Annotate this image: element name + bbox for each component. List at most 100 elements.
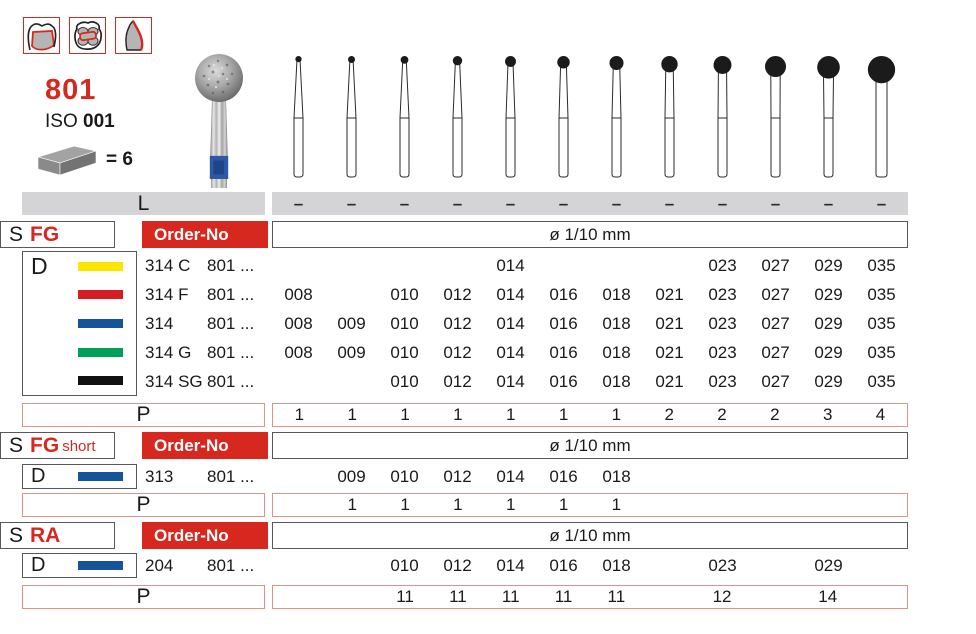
diameter-cell: 035 [867, 284, 896, 304]
bur-silhouette [609, 56, 624, 178]
pack-cell: 1 [611, 405, 622, 424]
pack-cell [748, 495, 801, 515]
diameter-cell: 014 [496, 255, 525, 275]
pack-cell: 2 [664, 405, 674, 424]
diameter-cell: 016 [549, 342, 578, 362]
pack-cell: 1 [505, 495, 516, 514]
bur-photo [191, 52, 247, 197]
diameter-cell [272, 372, 325, 392]
diameter-cell: 018 [602, 284, 631, 304]
diameter-cell: 016 [549, 555, 578, 575]
pack-cell: 1 [400, 405, 410, 424]
diameter-header-ra: ø 1/10 mm [272, 522, 908, 549]
pack-cell: 1 [347, 405, 357, 424]
diameter-cell: 029 [814, 255, 843, 275]
order-no-header-ra: Order-No [142, 522, 268, 549]
pack-cell [696, 495, 749, 515]
grit-swatch-medium [78, 561, 124, 570]
diameter-cell: 016 [549, 466, 578, 486]
pack-cell [643, 587, 696, 607]
diameter-cells: 014 023 027 029 035 [272, 256, 908, 276]
pack-cell: 11 [501, 587, 520, 606]
diameter-cell [749, 467, 802, 487]
bur-silhouette [293, 56, 304, 178]
figure-series: 801 ... [207, 371, 255, 391]
diameter-cell: 010 [390, 466, 419, 486]
pack-cell: 1 [347, 495, 357, 514]
diameter-cell [272, 556, 325, 576]
bur-silhouette [817, 56, 840, 178]
diameter-cell: 027 [761, 313, 790, 333]
pack-row-label-fg-short: P [22, 493, 265, 517]
shank-type-suffix: short [62, 438, 96, 455]
pack-quantity: = 6 [34, 142, 133, 178]
diameter-cell: 014 [496, 466, 525, 486]
pack-cell [326, 587, 379, 607]
diameter-cell: 018 [602, 313, 631, 333]
diameter-header-label: ø 1/10 mm [549, 435, 631, 455]
pack-row-letter: P [136, 585, 151, 608]
figure-number: 801 [45, 74, 97, 106]
diameter-cell: 010 [390, 371, 419, 391]
diameter-cell [696, 467, 749, 487]
indication-icons [23, 17, 152, 54]
order-code-row: 314 SG 801 ... [145, 367, 270, 396]
pack-cells: 1 1 1 1 1 1 [273, 495, 907, 515]
diameter-cell: 029 [814, 555, 843, 575]
pack-cell: 2 [770, 405, 780, 424]
order-code-row: 314 C 801 ... [145, 251, 270, 280]
shank-type: RA [30, 523, 61, 547]
diameter-cell: 029 [814, 313, 843, 333]
diameter-cell [272, 256, 325, 276]
bur-silhouette [346, 56, 357, 178]
shank-letter: S [9, 433, 24, 457]
length-cell: – [346, 193, 357, 213]
diameter-cell: 010 [390, 342, 419, 362]
tooth-profile-icon [115, 17, 152, 54]
length-row-label-bar: L [22, 192, 265, 215]
pack-cell: 1 [453, 495, 463, 514]
order-no-label: Order-No [154, 435, 229, 455]
figure-series: 801 ... [207, 466, 255, 486]
diameter-row: 008 009 010 012 014 016 018 021 023 027 029 035 [272, 338, 908, 367]
grit-swatch-column [78, 252, 125, 395]
length-label: L [137, 191, 150, 215]
diameter-cell [431, 256, 484, 276]
order-code-row: 314 F 801 ... [145, 280, 270, 309]
diameter-cell [749, 556, 802, 576]
order-code-row: 314 801 ... [145, 309, 270, 338]
diameter-cell: 012 [443, 371, 472, 391]
diameter-cell: 012 [443, 466, 472, 486]
grit-swatch-medium [78, 318, 123, 328]
figure-series: 801 ... [207, 284, 255, 304]
diameter-cell [802, 467, 855, 487]
figure-series: 801 ... [207, 342, 255, 362]
diameter-letter: D [31, 253, 48, 279]
pack-row-label-ra: P [22, 585, 265, 609]
pack-row-values-fg-short: 1 1 1 1 1 1 [272, 493, 908, 517]
diameter-letter: D [31, 465, 46, 487]
grit-swatch-supercoarse [78, 376, 123, 386]
pack-cell [801, 495, 854, 515]
shank-code: 313 [145, 466, 174, 486]
anterior-tooth-icon [23, 17, 60, 54]
diameter-letter: D [31, 554, 46, 576]
shank-header-fg-short: S FG short [0, 432, 115, 459]
figure-series: 801 ... [207, 555, 255, 575]
length-cell: – [293, 193, 304, 213]
figure-series: 801 ... [207, 313, 255, 333]
pack-cell: 2 [717, 405, 727, 424]
diameter-cell [643, 256, 696, 276]
diameter-cell: 012 [443, 313, 472, 333]
pack-cell [748, 587, 801, 607]
shank-code: 204 [145, 555, 174, 575]
pack-cell: 1 [294, 405, 305, 424]
length-cell: – [452, 193, 463, 213]
order-no-label: Order-No [154, 224, 229, 244]
diameter-cell: 009 [337, 466, 366, 486]
molar-occlusal-icon [69, 17, 106, 54]
diameter-cell: 027 [761, 371, 790, 391]
iso-prefix: ISO [45, 111, 78, 132]
diameter-cell: 035 [867, 255, 896, 275]
